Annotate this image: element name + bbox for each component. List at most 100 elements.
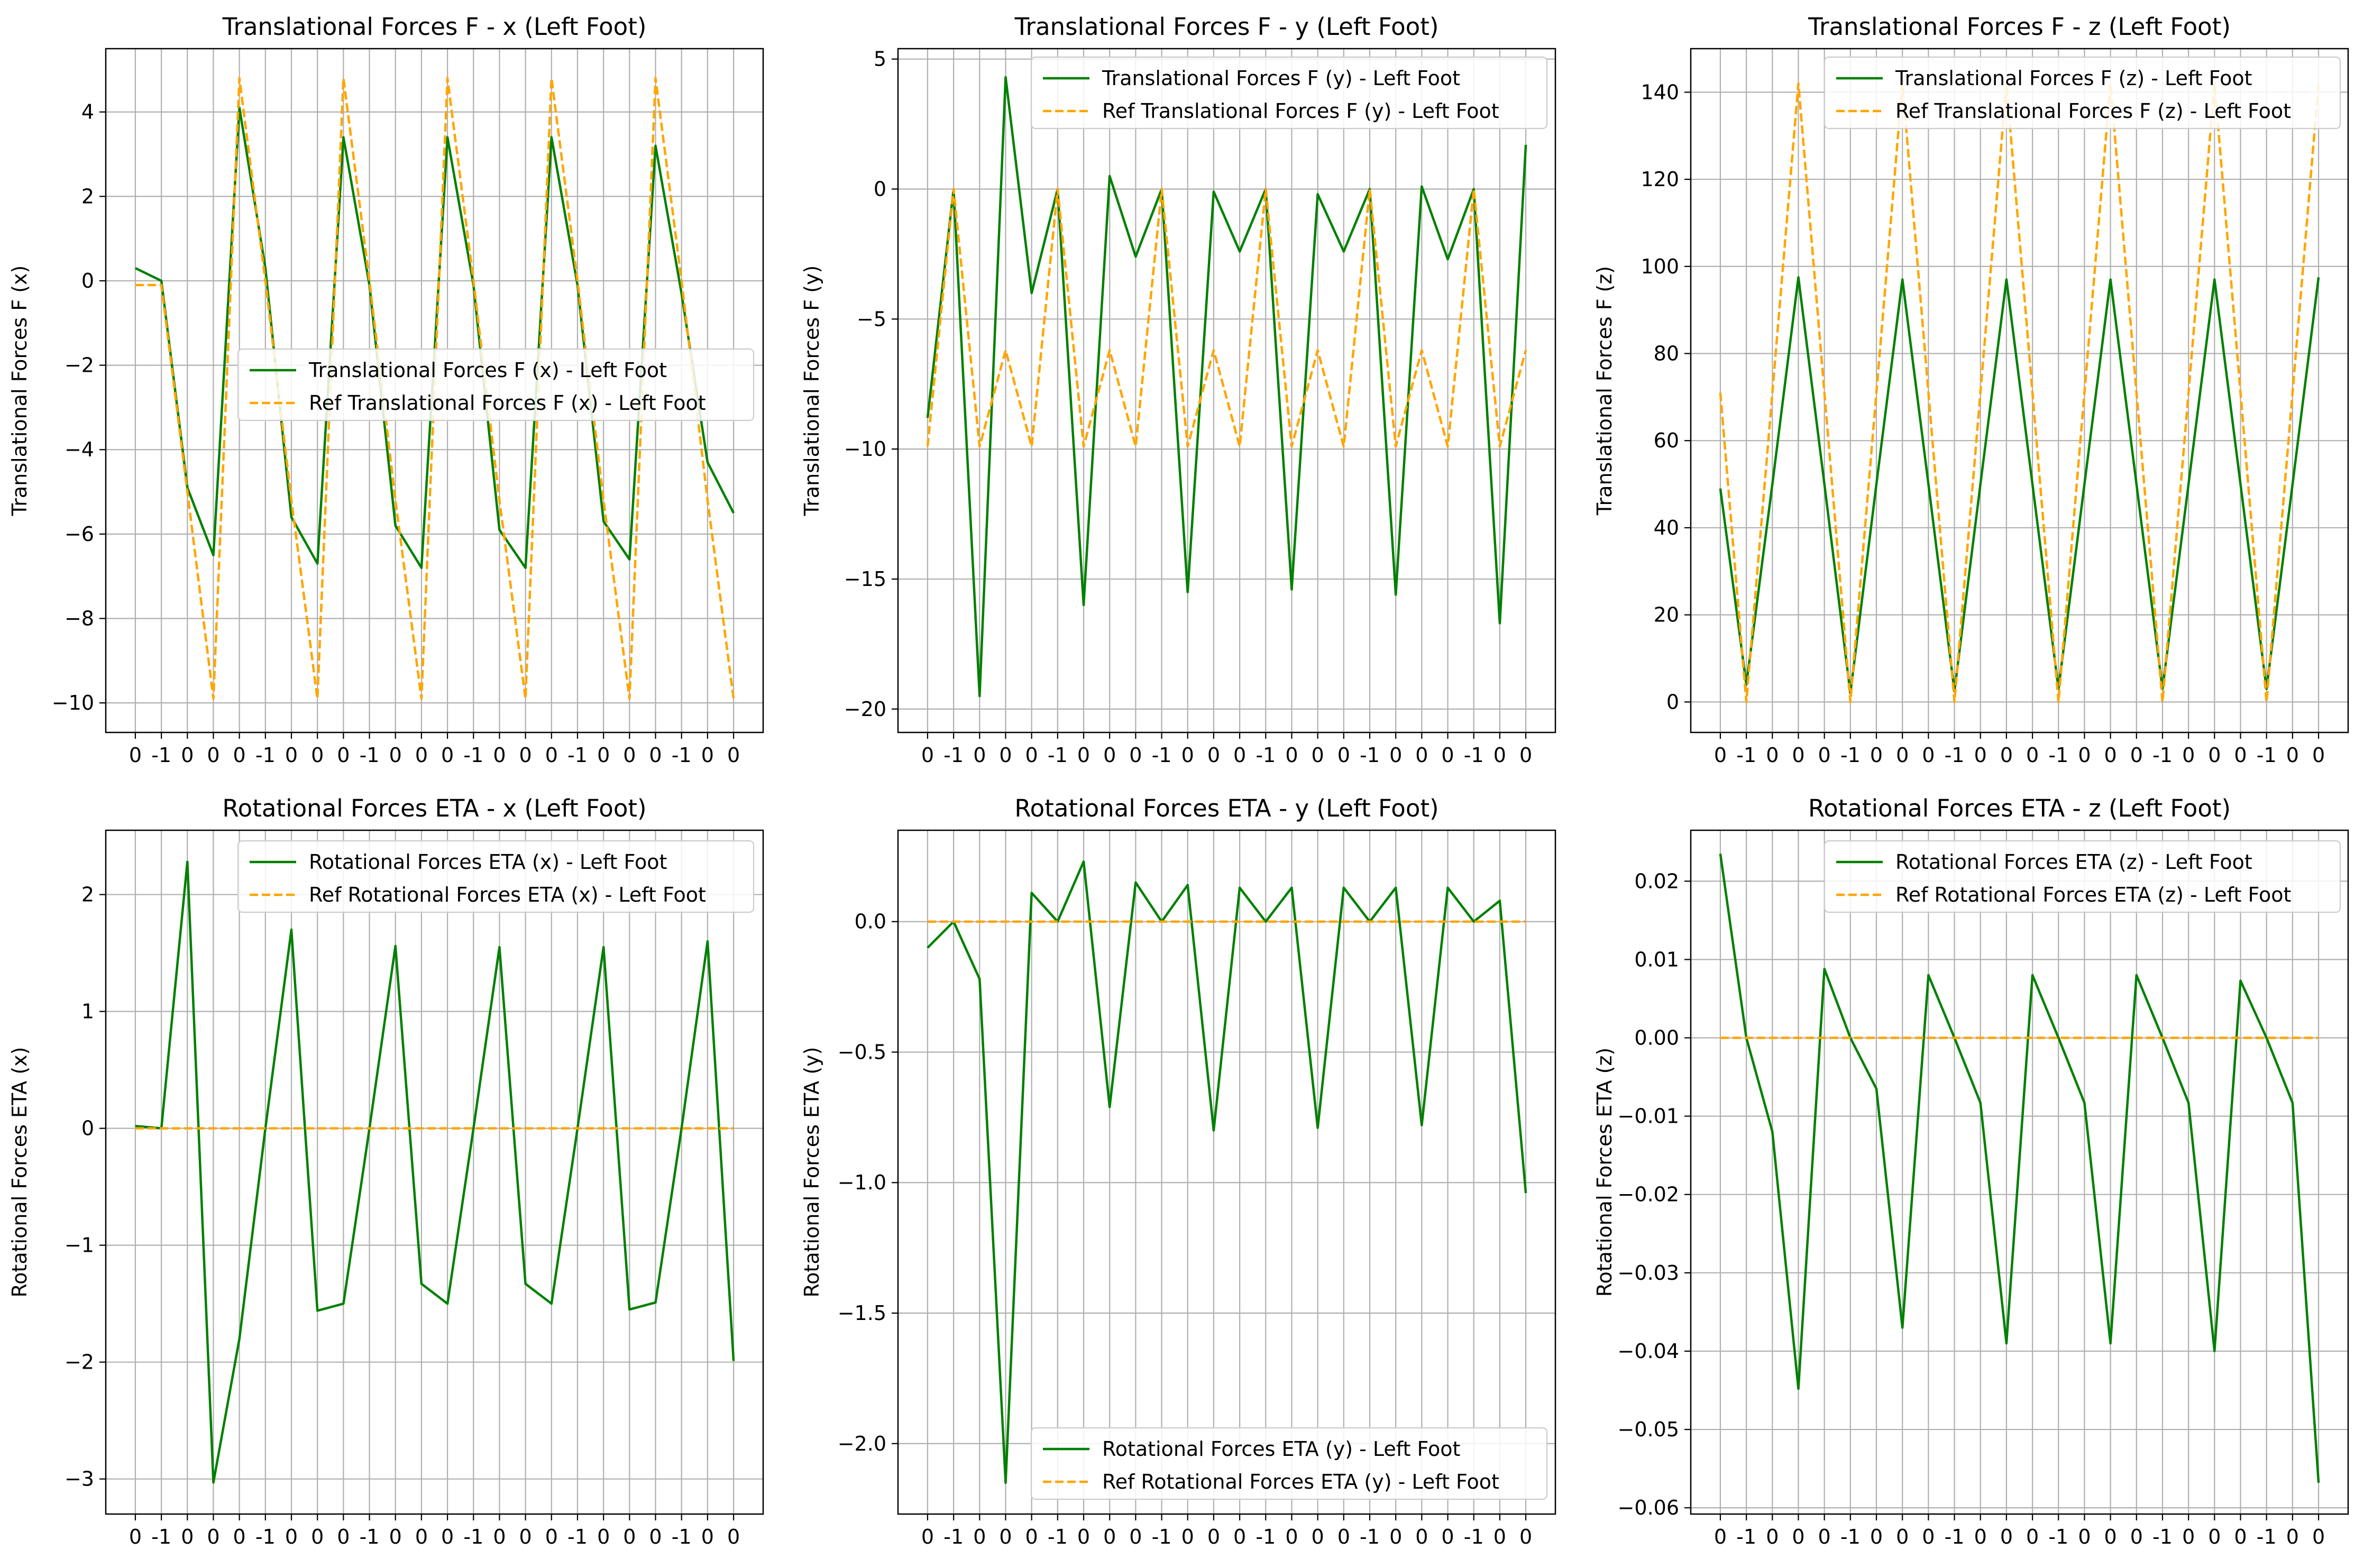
x-tick-label: 0 — [519, 1525, 532, 1548]
x-tick-label: -1 — [255, 744, 276, 767]
x-tick-label: 0 — [129, 744, 142, 767]
x-tick-label: 0 — [233, 1525, 246, 1548]
legend: Translational Forces F (y) - Left Foot Re… — [1030, 56, 1548, 130]
y-tick-label: 2 — [81, 883, 94, 906]
x-tick-label: 0 — [2026, 744, 2039, 767]
x-tick-label: 0 — [597, 744, 610, 767]
x-tick-label: 0 — [337, 1525, 350, 1548]
legend-box — [1030, 56, 1548, 130]
x-tick-label: -1 — [463, 1525, 483, 1548]
x-tick-label: 0 — [2208, 744, 2221, 767]
legend: Translational Forces F (x) - Left Foot Re… — [237, 348, 755, 421]
x-tick-label: 0 — [2000, 744, 2013, 767]
x-tick-label: 0 — [311, 744, 324, 767]
legend-entry-label: Ref Translational Forces F (z) - Left Fo… — [1895, 99, 2291, 123]
y-tick-label: 5 — [874, 48, 886, 71]
y-tick-label: −0.03 — [1618, 1261, 1679, 1285]
x-tick-label: -1 — [1152, 744, 1172, 767]
x-tick-label: 0 — [1974, 744, 1987, 767]
y-tick-label: −5 — [857, 307, 886, 331]
y-tick-label: −20 — [844, 698, 886, 721]
y-tick-label: 1 — [81, 1000, 94, 1023]
x-tick-label: 0 — [1766, 744, 1779, 767]
y-tick-label: 0 — [1666, 690, 1679, 713]
x-tick-label: 0 — [973, 1525, 986, 1548]
x-tick-label: 0 — [649, 744, 662, 767]
x-tick-label: 0 — [1792, 1525, 1804, 1548]
x-tick-label: 0 — [2182, 744, 2195, 767]
x-tick-label: -1 — [151, 744, 171, 767]
x-tick-label: 0 — [1181, 1525, 1194, 1548]
x-tick-label: 0 — [2234, 1525, 2247, 1548]
chart-title: Translational Forces F - y (Left Foot) — [1014, 13, 1439, 41]
x-tick-label: 0 — [1818, 1525, 1831, 1548]
measured-series-line — [135, 860, 735, 1484]
x-tick-label: 0 — [1415, 744, 1428, 767]
reference-series-line — [926, 188, 1527, 448]
x-tick-label: 0 — [2000, 1525, 2013, 1548]
y-axis-label: Rotational Forces ETA (z) — [1593, 1048, 1616, 1297]
y-tick-label: 0.02 — [1634, 869, 1679, 893]
y-tick-label: 100 — [1641, 255, 1679, 278]
legend-box — [1824, 840, 2341, 913]
legend: Rotational Forces ETA (x) - Left Foot Ref… — [237, 840, 755, 913]
y-tick-label: 2 — [81, 185, 94, 208]
x-tick-label: 0 — [999, 744, 1012, 767]
x-tick-label: 0 — [1181, 744, 1194, 767]
y-tick-label: −3 — [65, 1468, 94, 1491]
measured-series-line — [927, 860, 1527, 1484]
x-tick-label: 0 — [493, 744, 506, 767]
y-tick-label: −0.5 — [838, 1040, 886, 1063]
x-tick-label: 0 — [921, 1525, 934, 1548]
chart-title: Rotational Forces ETA - x (Left Foot) — [222, 794, 646, 822]
x-tick-label: 0 — [623, 1525, 636, 1548]
chart-title: Translational Forces F - x (Left Foot) — [222, 13, 647, 41]
y-tick-label: 0 — [81, 1117, 94, 1140]
axes-frame — [897, 48, 1556, 733]
chart-title: Translational Forces F - z (Left Foot) — [1808, 13, 2231, 41]
x-tick-label: -1 — [672, 1525, 692, 1548]
x-tick-label: -1 — [1048, 1525, 1068, 1548]
x-tick-label: 0 — [519, 744, 532, 767]
legend-entry-label: Translational Forces F (z) - Left Foot — [1895, 67, 2252, 90]
x-tick-label: 0 — [1129, 744, 1142, 767]
x-tick-label: 0 — [1103, 744, 1116, 767]
measured-series-line — [134, 106, 735, 569]
x-tick-label: 0 — [2312, 1525, 2325, 1548]
x-tick-label: 0 — [597, 1525, 610, 1548]
x-tick-label: 0 — [2286, 1525, 2299, 1548]
x-tick-label: 0 — [999, 1525, 1012, 1548]
x-tick-label: 0 — [337, 744, 350, 767]
x-tick-label: -1 — [672, 744, 692, 767]
x-tick-label: 0 — [727, 1525, 740, 1548]
legend-entry-label: Translational Forces F (y) - Left Foot — [1102, 67, 1460, 90]
x-tick-label: 0 — [1312, 744, 1324, 767]
y-tick-label: −10 — [52, 691, 94, 714]
legend-box — [1824, 56, 2341, 130]
x-tick-label: 0 — [1077, 744, 1090, 767]
y-tick-label: −4 — [65, 438, 94, 461]
x-tick-label: -1 — [1736, 1525, 1756, 1548]
chart-panel-1: 0 -1 0 0 0 -1 0 0 0 -1 0 0 0 -1 0 0 0 -1 0 0 0 -1 0 0420−2−4−6−… — [8, 13, 764, 767]
x-tick-label: 0 — [545, 1525, 558, 1548]
legend: Rotational Forces ETA (z) - Left Foot Ref… — [1824, 840, 2341, 913]
x-tick-label: -1 — [2257, 1525, 2277, 1548]
measured-series-line — [1719, 276, 2320, 695]
x-tick-label: 0 — [2312, 744, 2325, 767]
x-tick-label: -1 — [1945, 744, 1965, 767]
y-tick-label: 4 — [81, 100, 94, 124]
x-tick-label: 0 — [1896, 1525, 1909, 1548]
x-tick-label: 0 — [1792, 744, 1804, 767]
x-tick-label: 0 — [1389, 1525, 1402, 1548]
legend-entry-label: Rotational Forces ETA (x) - Left Foot — [309, 850, 667, 874]
x-tick-label: 0 — [207, 744, 219, 767]
y-tick-label: 60 — [1654, 429, 1679, 452]
y-axis-label: Translational Forces F (x) — [8, 265, 31, 517]
x-tick-label: 0 — [701, 744, 714, 767]
x-tick-label: 0 — [1714, 1525, 1727, 1548]
chart-title: Rotational Forces ETA - y (Left Foot) — [1014, 794, 1438, 822]
axes-frame — [105, 48, 764, 733]
chart-panel-4: 0 -1 0 0 0 -1 0 0 0 -1 0 0 0 -1 0 0 0 -1 0 0 0 -1 0 0210−1−2−3R… — [8, 794, 764, 1548]
x-tick-label: 0 — [921, 744, 934, 767]
x-tick-label: -1 — [567, 1525, 588, 1548]
